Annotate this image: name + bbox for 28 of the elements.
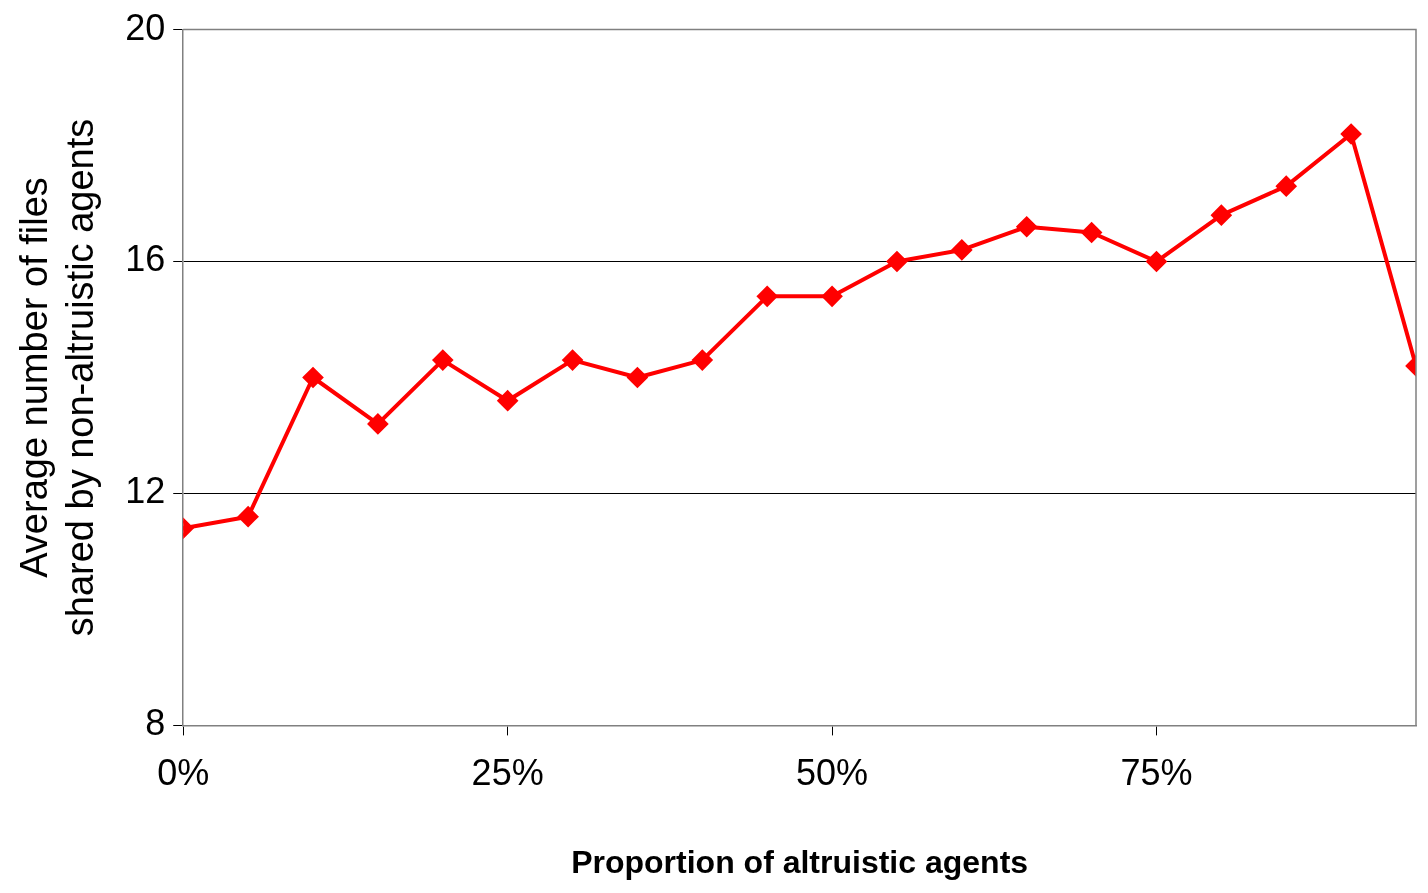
point <box>1016 216 1037 237</box>
point <box>951 239 972 260</box>
point <box>497 390 518 411</box>
point <box>562 350 583 371</box>
point <box>238 506 259 527</box>
point <box>757 286 778 307</box>
x-tick-label: 75% <box>1120 751 1193 793</box>
point <box>1146 251 1167 272</box>
y-tick-label: 16 <box>125 238 166 280</box>
point <box>627 367 648 388</box>
point <box>1081 222 1102 243</box>
x-tick-label: 0% <box>157 751 210 793</box>
point <box>303 367 324 388</box>
point <box>1211 205 1232 226</box>
point <box>432 350 453 371</box>
x-tick-label: 25% <box>471 751 544 793</box>
y-tick-label: 8 <box>145 702 166 744</box>
y-tick-label: 20 <box>125 6 166 48</box>
y-tick-label: 12 <box>125 470 166 512</box>
point <box>1341 123 1362 144</box>
x-tick-label: 50% <box>796 751 869 793</box>
point <box>822 286 843 307</box>
point <box>886 251 907 272</box>
y-axis-title: Average number of files shared by non-altruistic agents <box>13 118 101 637</box>
point <box>367 413 388 434</box>
point <box>1276 176 1297 197</box>
x-axis-title: Proportion of altruistic agents <box>571 843 1029 880</box>
point <box>692 350 713 371</box>
